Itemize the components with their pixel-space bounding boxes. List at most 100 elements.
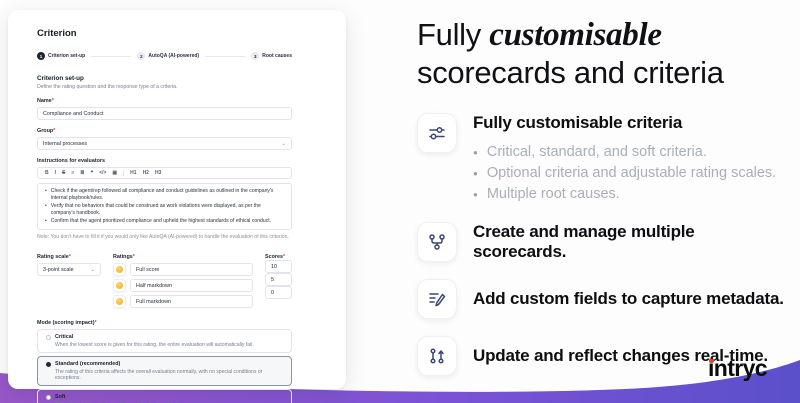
rating-row — [113, 263, 253, 277]
step-label: Root causes — [262, 53, 292, 59]
neutral-face-emoji — [113, 279, 126, 293]
mode-option-soft[interactable]: Soft The rating of this criteria won't i… — [37, 389, 292, 403]
instruction-bullet: • Confirm that the agent prioritized comp… — [45, 217, 272, 224]
mode-option-title: Critical — [55, 334, 74, 341]
scores-label: Scores* — [265, 254, 286, 261]
required-asterisk: * — [282, 254, 286, 261]
required-asterisk: * — [53, 128, 56, 134]
feature-title: Fully customisable criteria — [473, 113, 683, 132]
rating-scale-label: Rating scale* — [37, 254, 71, 261]
feature-customisable-criteria: Fully customisable criteria Critical, st… — [417, 113, 789, 205]
stepper-step-root-causes[interactable]: 3 Root causes — [251, 52, 292, 60]
radio-button[interactable] — [46, 394, 51, 400]
criterion-form-card: Criterion 1 Criterion set-up 2 AutoQA (A… — [8, 10, 346, 403]
italic-button[interactable]: I — [54, 170, 57, 176]
feature-bullet: Critical, standard, and soft criteria. — [473, 142, 776, 163]
mode-option-desc: The rating of this criteria affects the … — [55, 369, 263, 382]
rating-row — [113, 279, 253, 293]
feature-title: Update and reflect changes real-time. — [473, 346, 768, 365]
feature-custom-fields: Add custom fields to capture metadata. — [417, 279, 789, 319]
feature-multiple-scorecards: Create and manage multiple scorecards. — [417, 222, 789, 262]
sync-icon — [417, 336, 457, 376]
group-select-value: Internal processes — [43, 140, 88, 147]
branch-icon — [417, 222, 457, 262]
chevron-down-icon: ⌄ — [281, 140, 286, 147]
rating-row — [113, 295, 253, 309]
feature-title: Add custom fields to capture metadata. — [473, 289, 784, 308]
radio-button[interactable] — [46, 334, 51, 340]
name-input[interactable] — [37, 107, 292, 120]
name-field-label: Name* — [37, 98, 54, 104]
radio-button-selected[interactable] — [46, 361, 51, 367]
instruction-bullet: • Check if the agent/rep followed all com… — [45, 188, 274, 202]
rating-label-input[interactable] — [130, 279, 253, 293]
required-asterisk: * — [132, 254, 135, 261]
heading3-button[interactable]: H3 — [154, 170, 162, 176]
feature-title: Create and manage multiple scorecards. — [473, 222, 695, 261]
section-subtitle: Define the rating question and the respo… — [37, 84, 178, 90]
mode-option-critical[interactable]: Critical When the lowest score is given … — [37, 329, 292, 354]
rating-scale-select[interactable]: 3-point scale ⌄ — [37, 263, 101, 277]
stepper: 1 Criterion set-up 2 AutoQA (AI-powered)… — [37, 52, 292, 60]
stepper-connector — [205, 55, 246, 57]
stepper-step-autoqa[interactable]: 2 AutoQA (AI-powered) — [137, 52, 199, 60]
ordered-list-button[interactable]: ≣ — [80, 170, 85, 176]
bullet-list-button[interactable]: ≡ — [71, 170, 75, 176]
instruction-bullet: • Verify that no behaviors that could be … — [45, 202, 261, 217]
rating-scale-value: 3-point scale — [43, 266, 74, 273]
score-input[interactable] — [265, 273, 292, 287]
bold-button[interactable]: B — [45, 170, 49, 176]
score-input[interactable] — [265, 260, 292, 274]
code-button[interactable]: </> — [99, 170, 107, 176]
step-number-badge: 2 — [137, 52, 146, 60]
section-title: Criterion set-up — [37, 75, 84, 82]
instructions-note: Note: You don't have to fill it if you w… — [37, 234, 289, 241]
score-input[interactable] — [265, 286, 292, 300]
intryc-logo: intryc — [707, 355, 768, 381]
richtext-toolbar: B I S ≡ ≣ ❝ </> ▣ H1 H2 H3 — [37, 167, 292, 179]
feature-bullet-list: Critical, standard, and soft criteria. O… — [473, 142, 776, 205]
headline: Fully customisable scorecards and criter… — [417, 17, 724, 90]
instructions-editor[interactable]: • Check if the agent/rep followed all com… — [37, 183, 292, 231]
stepper-connector — [91, 55, 132, 57]
required-asterisk: * — [94, 320, 97, 327]
group-select[interactable]: Internal processes ⌄ — [37, 137, 292, 150]
logo-red-dot — [709, 358, 715, 364]
feature-bullet: Optional criteria and adjustable rating … — [473, 163, 776, 184]
feature-realtime-updates: Update and reflect changes real-time. — [417, 336, 789, 376]
mode-label: Mode (scoring impact)* — [37, 320, 97, 327]
rating-label-input[interactable] — [130, 263, 253, 277]
heading1-button[interactable]: H1 — [130, 170, 137, 176]
mode-option-desc: When the lowest score is given for this … — [55, 342, 254, 349]
sad-face-emoji — [113, 295, 126, 309]
rating-label-input[interactable] — [130, 295, 253, 309]
thumbs-up-emoji — [113, 263, 126, 277]
page-title: Criterion — [37, 28, 77, 39]
step-label: AutoQA (AI-powered) — [148, 53, 200, 59]
step-label: Criterion set-up — [48, 53, 86, 59]
quote-button[interactable]: ❝ — [90, 170, 94, 176]
feature-bullet: Multiple root causes. — [473, 184, 776, 205]
image-button[interactable]: ▣ — [112, 170, 118, 176]
rating-section: Rating scale* 3-point scale ⌄ Ratings* — [37, 254, 292, 309]
ratings-label: Ratings* — [113, 254, 135, 261]
sliders-icon — [417, 113, 457, 153]
required-asterisk: * — [68, 254, 71, 261]
marketing-panel: Fully customisable scorecards and criter… — [417, 16, 789, 393]
toolbar-divider — [123, 170, 125, 176]
step-number-badge: 3 — [251, 52, 260, 60]
chevron-down-icon: ⌄ — [90, 266, 95, 273]
mode-option-title: Standard (recommended) — [55, 361, 121, 368]
mode-option-title: Soft — [55, 394, 66, 401]
strikethrough-button[interactable]: S — [62, 170, 66, 176]
edit-icon — [417, 279, 457, 319]
instructions-label: Instructions for evaluators — [37, 158, 105, 164]
headline-emphasis: customisable — [489, 17, 662, 53]
group-field-label: Group* — [37, 128, 56, 134]
required-asterisk: * — [51, 98, 54, 104]
step-number-badge: 1 — [37, 52, 45, 60]
heading2-button[interactable]: H2 — [142, 170, 149, 176]
mode-option-standard[interactable]: Standard (recommended) The rating of thi… — [37, 356, 292, 387]
stepper-step-criterion-setup[interactable]: 1 Criterion set-up — [37, 52, 85, 60]
